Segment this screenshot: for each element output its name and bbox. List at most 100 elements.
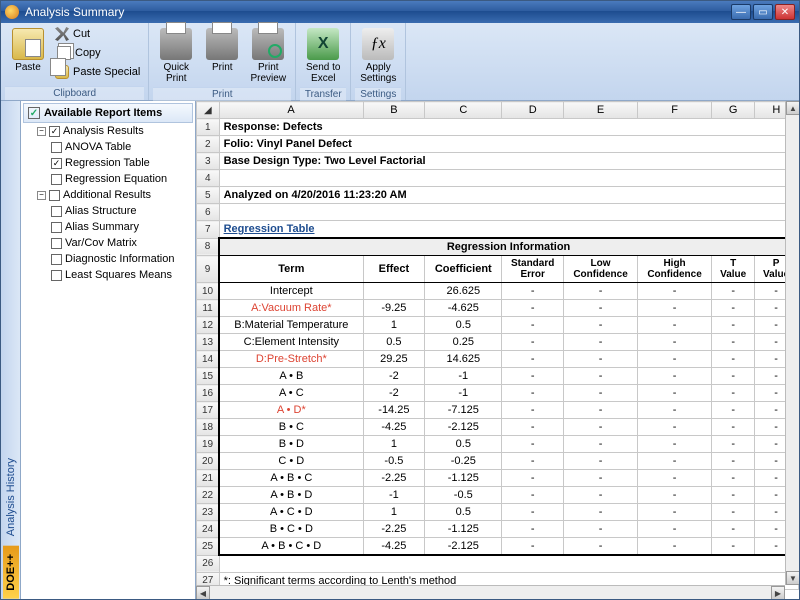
cell[interactable] <box>219 555 798 572</box>
cell[interactable]: - <box>564 538 638 556</box>
cell[interactable]: - <box>564 283 638 300</box>
cell[interactable]: - <box>712 521 755 538</box>
cell[interactable]: D:Pre-Stretch* <box>219 351 363 368</box>
cell[interactable]: - <box>638 368 712 385</box>
vertical-scrollbar[interactable]: ▲▼ <box>785 101 799 585</box>
cell[interactable]: - <box>564 419 638 436</box>
cell[interactable]: - <box>638 538 712 556</box>
cell[interactable]: -2 <box>363 368 425 385</box>
cell[interactable]: 0.5 <box>425 504 502 521</box>
cell[interactable]: Coefficient <box>425 256 502 283</box>
cell[interactable]: Term <box>219 256 363 283</box>
cell[interactable]: - <box>638 402 712 419</box>
row-header[interactable]: 15 <box>197 368 220 385</box>
row-header[interactable]: 22 <box>197 487 220 504</box>
cell[interactable]: - <box>712 453 755 470</box>
cell[interactable]: 26.625 <box>425 283 502 300</box>
cell[interactable]: -2.125 <box>425 538 502 556</box>
cell[interactable]: -4.25 <box>363 538 425 556</box>
row-header[interactable]: 18 <box>197 419 220 436</box>
cell[interactable]: - <box>564 351 638 368</box>
cell[interactable]: -2.25 <box>363 521 425 538</box>
row-header[interactable]: 21 <box>197 470 220 487</box>
cell[interactable]: 14.625 <box>425 351 502 368</box>
row-header[interactable]: 19 <box>197 436 220 453</box>
cell[interactable]: - <box>638 283 712 300</box>
cell[interactable]: B • D <box>219 436 363 453</box>
col-header[interactable]: E <box>564 102 638 119</box>
cell[interactable]: - <box>638 504 712 521</box>
cell[interactable]: -1.125 <box>425 470 502 487</box>
cell[interactable]: - <box>712 317 755 334</box>
cell[interactable]: -7.125 <box>425 402 502 419</box>
cell[interactable]: - <box>712 283 755 300</box>
cell[interactable]: Effect <box>363 256 425 283</box>
cell[interactable]: - <box>502 419 564 436</box>
minimize-button[interactable]: — <box>731 4 751 20</box>
cell[interactable]: - <box>638 453 712 470</box>
cell[interactable]: Intercept <box>219 283 363 300</box>
cell[interactable]: A • D* <box>219 402 363 419</box>
quick-print-button[interactable]: Quick Print <box>153 25 199 87</box>
horizontal-scrollbar[interactable]: ◀▶ <box>196 585 785 599</box>
row-header[interactable]: 8 <box>197 238 220 256</box>
cell[interactable]: -2.125 <box>425 419 502 436</box>
cell[interactable]: Base Design Type: Two Level Factorial <box>219 153 798 170</box>
cell[interactable]: - <box>502 538 564 556</box>
cell[interactable]: - <box>638 470 712 487</box>
cell[interactable]: - <box>502 368 564 385</box>
tree-item-alias-summary[interactable]: Alias Summary <box>51 219 193 235</box>
cell[interactable]: - <box>502 504 564 521</box>
cell[interactable] <box>363 283 425 300</box>
cell[interactable]: - <box>564 470 638 487</box>
row-header[interactable]: 17 <box>197 402 220 419</box>
cell[interactable]: - <box>564 436 638 453</box>
cell[interactable]: T Value <box>712 256 755 283</box>
cell[interactable]: - <box>712 504 755 521</box>
cell[interactable]: - <box>712 368 755 385</box>
cell[interactable]: 0.5 <box>425 317 502 334</box>
cell[interactable]: - <box>502 436 564 453</box>
col-header[interactable]: F <box>638 102 712 119</box>
cell[interactable]: - <box>564 368 638 385</box>
cell[interactable]: - <box>712 334 755 351</box>
cell[interactable] <box>219 204 798 221</box>
cell[interactable]: - <box>564 504 638 521</box>
row-header[interactable]: 13 <box>197 334 220 351</box>
row-header[interactable]: 25 <box>197 538 220 556</box>
cell[interactable]: C:Element Intensity <box>219 334 363 351</box>
cell[interactable]: Regression Information <box>219 238 798 256</box>
row-header[interactable]: 11 <box>197 300 220 317</box>
cell[interactable]: -0.5 <box>425 487 502 504</box>
cell[interactable]: -9.25 <box>363 300 425 317</box>
row-header[interactable]: 24 <box>197 521 220 538</box>
cell[interactable]: - <box>638 419 712 436</box>
tab-analysis-history[interactable]: Analysis History <box>5 448 17 546</box>
maximize-button[interactable]: ▭ <box>753 4 773 20</box>
tree-group-analysis-results[interactable]: −✓Analysis Results <box>37 123 193 139</box>
cell[interactable]: -1 <box>363 487 425 504</box>
cell[interactable]: -4.25 <box>363 419 425 436</box>
row-header[interactable]: 16 <box>197 385 220 402</box>
cell[interactable]: B • C <box>219 419 363 436</box>
cell[interactable]: - <box>712 487 755 504</box>
cell[interactable]: 0.5 <box>363 334 425 351</box>
row-header[interactable]: 6 <box>197 204 220 221</box>
cell[interactable]: A:Vacuum Rate* <box>219 300 363 317</box>
cell[interactable]: - <box>502 385 564 402</box>
row-header[interactable]: 9 <box>197 256 220 283</box>
cell[interactable]: - <box>564 453 638 470</box>
cell[interactable]: A • B • C <box>219 470 363 487</box>
cell[interactable]: - <box>638 436 712 453</box>
row-header[interactable]: 5 <box>197 187 220 204</box>
paste-special-button[interactable]: Paste Special <box>51 63 144 81</box>
cell[interactable]: Low Confidence <box>564 256 638 283</box>
row-header[interactable]: 1 <box>197 119 220 136</box>
tree-item-ls-means[interactable]: Least Squares Means <box>51 267 193 283</box>
col-header[interactable]: D <box>502 102 564 119</box>
row-header[interactable]: 23 <box>197 504 220 521</box>
cell[interactable]: -4.625 <box>425 300 502 317</box>
col-header[interactable]: G <box>712 102 755 119</box>
cell[interactable]: - <box>564 334 638 351</box>
cell[interactable]: - <box>502 317 564 334</box>
